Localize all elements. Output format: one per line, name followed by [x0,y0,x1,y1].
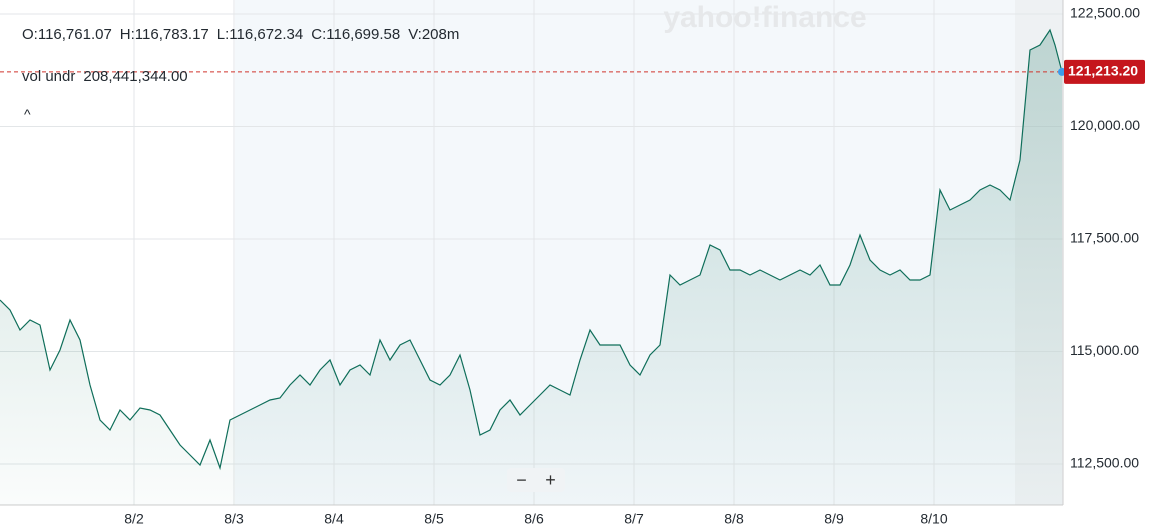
y-tick-label: 120,000.00 [1070,117,1140,133]
price-area [0,30,1062,505]
x-tick-label: 8/2 [124,511,144,526]
close: C:116,699.58 [311,26,401,43]
x-tick-label: 8/10 [920,511,947,526]
indicator: vol undr 208,441,344.00 [22,68,196,85]
y-tick-label: 117,500.00 [1070,230,1139,246]
zoom-out[interactable]: − [516,469,527,490]
x-tick-label: 8/8 [724,511,744,526]
zoom-in[interactable]: + [545,469,556,490]
y-tick-label: 112,500.00 [1070,455,1139,471]
indicator-value: 208,441,344.00 [83,68,188,85]
watermark: yahoo!finance [663,1,866,34]
last-price-badge [1064,59,1145,84]
last-price-label: 121,213.20 [1068,63,1138,79]
open: O:116,761.07 [22,26,112,43]
ohlc: O:116,761.07 H:116,783.17 L:116,672.34 C:11… [22,26,467,43]
low: L:116,672.34 [216,26,304,43]
collapse-button[interactable]: ^ [24,106,31,122]
x-tick-label: 8/7 [624,511,644,526]
x-tick-label: 8/3 [224,511,244,526]
price-line [0,28,1063,471]
x-tick-label: 8/9 [824,511,844,526]
zoom-controls: − + [507,468,565,492]
high: H:116,783.17 [119,26,209,43]
volume: V:208m [408,26,460,43]
y-tick-label: 115,000.00 [1070,342,1139,358]
y-tick-label: 122,500.00 [1070,5,1140,21]
x-tick-label: 8/4 [324,511,344,526]
x-tick-label: 8/5 [424,511,444,526]
x-tick-label: 8/6 [524,511,544,526]
indicator-name: vol undr [22,68,76,85]
